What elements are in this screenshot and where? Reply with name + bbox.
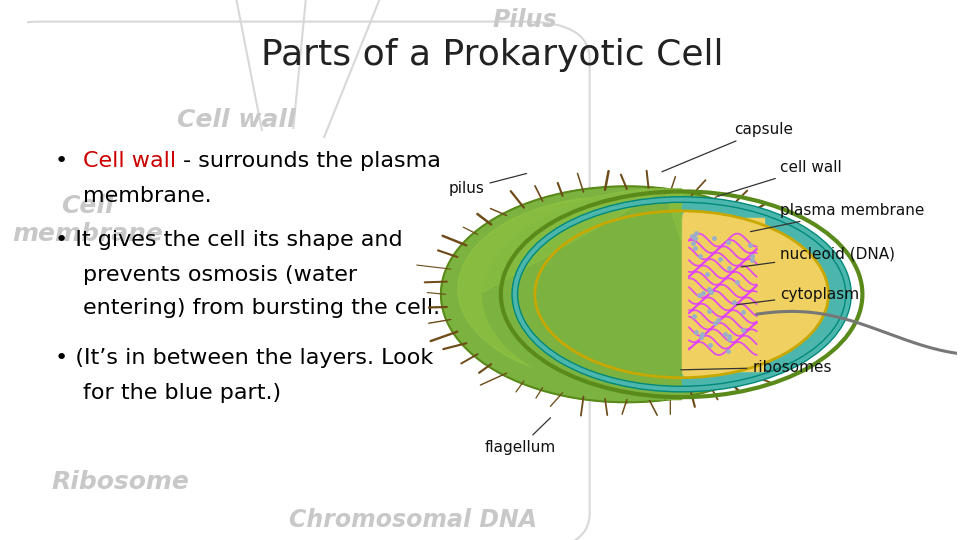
Text: entering) from bursting the cell.: entering) from bursting the cell.	[83, 298, 440, 318]
Text: - surrounds the plasma: - surrounds the plasma	[183, 151, 442, 171]
Ellipse shape	[515, 199, 849, 389]
Text: plasma membrane: plasma membrane	[751, 203, 924, 232]
Text: Cell
membrane: Cell membrane	[12, 194, 163, 246]
Text: capsule: capsule	[662, 122, 793, 172]
Text: Chromosomal DNA: Chromosomal DNA	[289, 508, 537, 531]
Text: Cell wall: Cell wall	[177, 108, 296, 132]
Text: cell wall: cell wall	[718, 160, 842, 196]
Text: nucleoid (DNA): nucleoid (DNA)	[741, 246, 896, 267]
Polygon shape	[483, 189, 682, 400]
Text: cytoplasm: cytoplasm	[736, 287, 859, 305]
Text: membrane.: membrane.	[83, 186, 211, 206]
Ellipse shape	[535, 211, 828, 377]
Text: Parts of a Prokaryotic Cell: Parts of a Prokaryotic Cell	[261, 38, 723, 72]
Text: prevents osmosis (water: prevents osmosis (water	[83, 265, 357, 285]
Text: flagellum: flagellum	[485, 418, 556, 455]
Text: • (It’s in between the layers. Look: • (It’s in between the layers. Look	[55, 348, 433, 368]
Text: Ribosome: Ribosome	[51, 470, 189, 494]
Polygon shape	[483, 189, 682, 292]
Text: ribosomes: ribosomes	[681, 360, 832, 375]
Polygon shape	[441, 186, 813, 402]
Polygon shape	[458, 196, 778, 382]
Text: for the blue part.): for the blue part.)	[83, 383, 281, 403]
Text: • It gives the cell its shape and: • It gives the cell its shape and	[55, 230, 402, 249]
Text: Pilus: Pilus	[492, 8, 557, 32]
Text: •: •	[55, 151, 75, 171]
Polygon shape	[682, 218, 764, 371]
Text: pilus: pilus	[448, 173, 526, 197]
Text: Cell wall: Cell wall	[83, 151, 176, 171]
